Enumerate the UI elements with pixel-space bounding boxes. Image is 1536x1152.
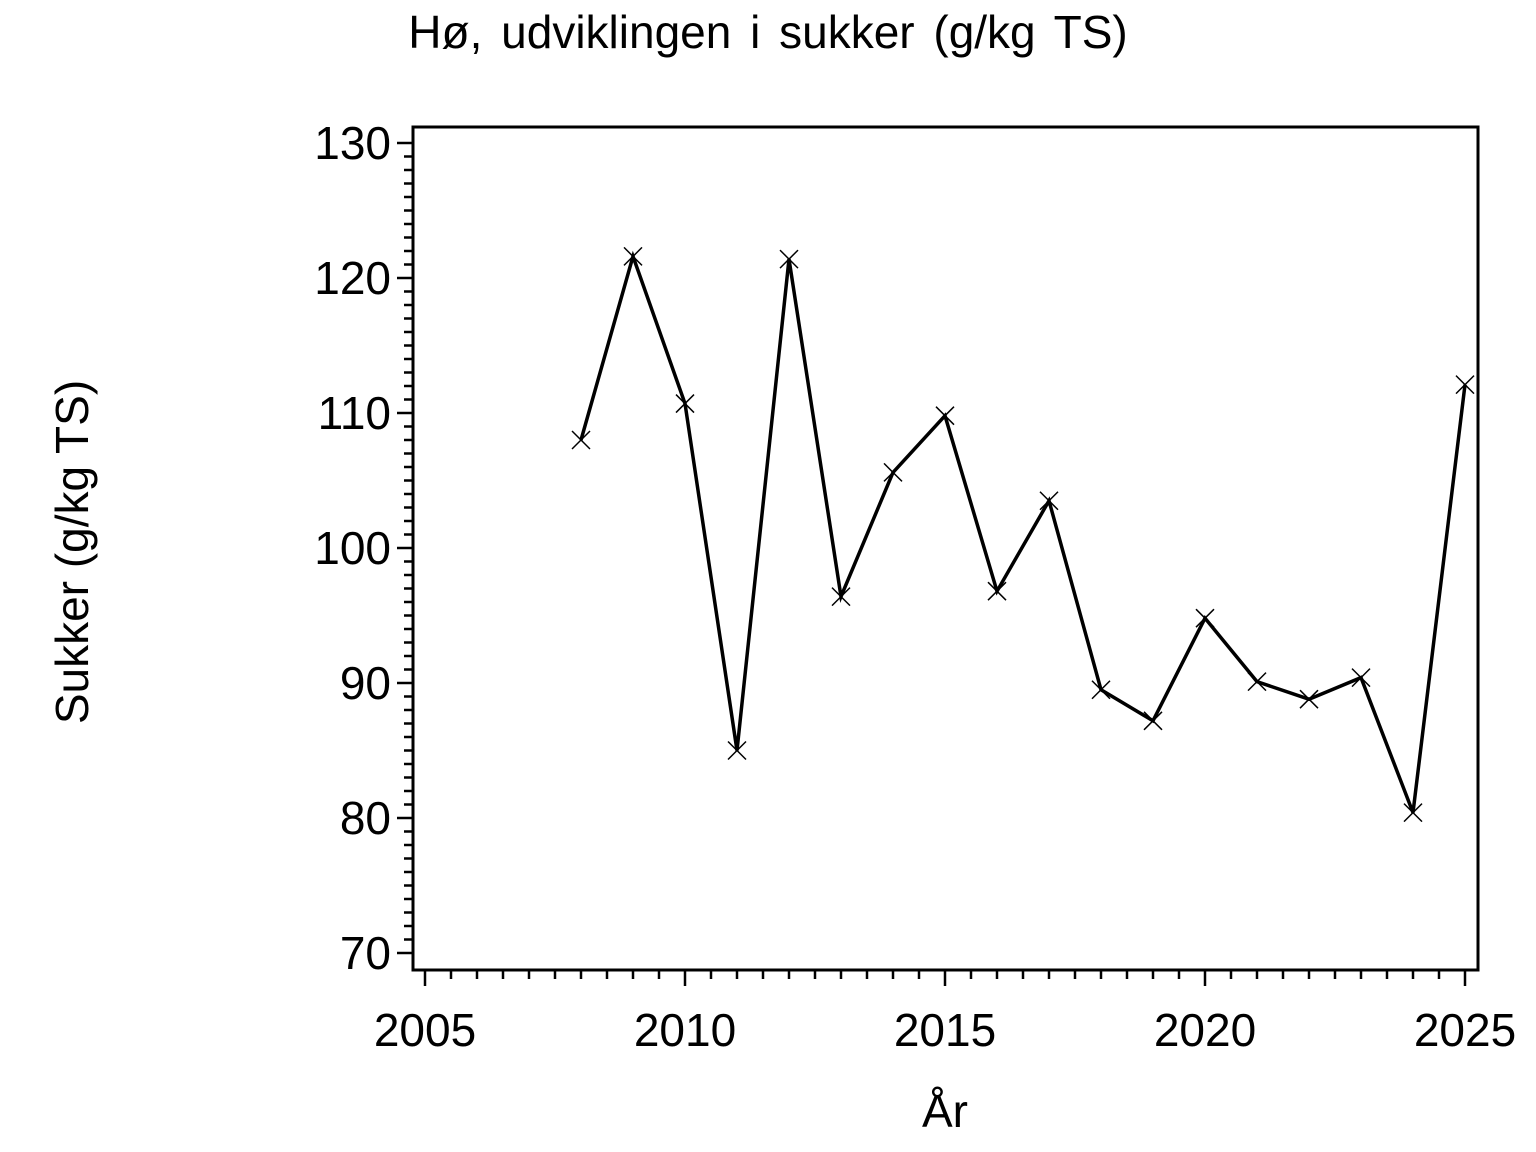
data-point-marker xyxy=(779,249,799,269)
data-point-marker xyxy=(675,394,695,414)
y-tick-label: 130 xyxy=(314,117,391,169)
y-tick-label: 90 xyxy=(340,657,391,709)
marker-stroke xyxy=(1247,672,1267,692)
data-point-marker xyxy=(1455,375,1475,395)
x-tick-label: 2025 xyxy=(1414,1004,1516,1056)
data-point-marker xyxy=(1351,668,1371,688)
marker-stroke xyxy=(935,406,955,426)
data-point-marker xyxy=(1143,711,1163,731)
y-tick-label: 100 xyxy=(314,522,391,574)
x-tick-label: 2005 xyxy=(374,1004,476,1056)
axis-ticks-layer xyxy=(397,141,1467,986)
y-tick-label: 80 xyxy=(340,792,391,844)
data-series-line xyxy=(579,250,1467,814)
data-point-marker xyxy=(1039,491,1059,511)
data-point-marker xyxy=(987,581,1007,601)
data-point-marker xyxy=(1247,672,1267,692)
x-tick-label: 2020 xyxy=(1154,1004,1256,1056)
marker-stroke xyxy=(1039,491,1059,511)
marker-stroke xyxy=(1299,689,1319,709)
plot-frame xyxy=(411,125,1480,972)
tick-labels-layer: 2005 2010 2015 2020 2025 70 80 90 100 110 120 130 xyxy=(314,117,1516,1056)
data-point-marker xyxy=(623,246,643,266)
marker-stroke xyxy=(779,249,799,269)
data-point-marker xyxy=(1091,680,1111,700)
marker-stroke xyxy=(987,581,1007,601)
data-point-marker xyxy=(1403,803,1423,823)
data-series-layer xyxy=(571,246,1475,823)
marker-stroke xyxy=(727,740,747,761)
marker-stroke xyxy=(1091,680,1111,700)
y-tick-label: 120 xyxy=(314,252,391,304)
marker-stroke xyxy=(571,430,591,450)
marker-stroke xyxy=(831,587,851,607)
data-point-marker xyxy=(831,587,851,607)
marker-stroke xyxy=(675,394,695,414)
data-point-marker xyxy=(1299,689,1319,709)
marker-stroke xyxy=(1195,608,1215,628)
marker-stroke xyxy=(1455,375,1475,395)
y-axis-label: Sukker (g/kg TS) xyxy=(46,380,98,724)
data-point-marker xyxy=(1195,608,1215,628)
y-tick-label: 110 xyxy=(318,387,391,439)
x-tick-label: 2015 xyxy=(894,1004,996,1056)
marker-stroke xyxy=(1403,803,1423,823)
marker-stroke xyxy=(1351,668,1371,688)
marker-stroke xyxy=(1143,711,1163,731)
marker-stroke xyxy=(623,246,643,266)
chart-title: Hø, udviklingen i sukker (g/kg TS) xyxy=(408,6,1127,58)
y-tick-label: 70 xyxy=(340,927,391,979)
data-point-marker xyxy=(727,740,747,761)
data-point-marker xyxy=(883,462,903,482)
marker-stroke xyxy=(883,462,903,482)
x-axis-label: År xyxy=(922,1085,968,1137)
data-point-marker xyxy=(935,406,955,426)
data-point-marker xyxy=(571,430,591,450)
x-tick-label: 2010 xyxy=(634,1004,736,1056)
